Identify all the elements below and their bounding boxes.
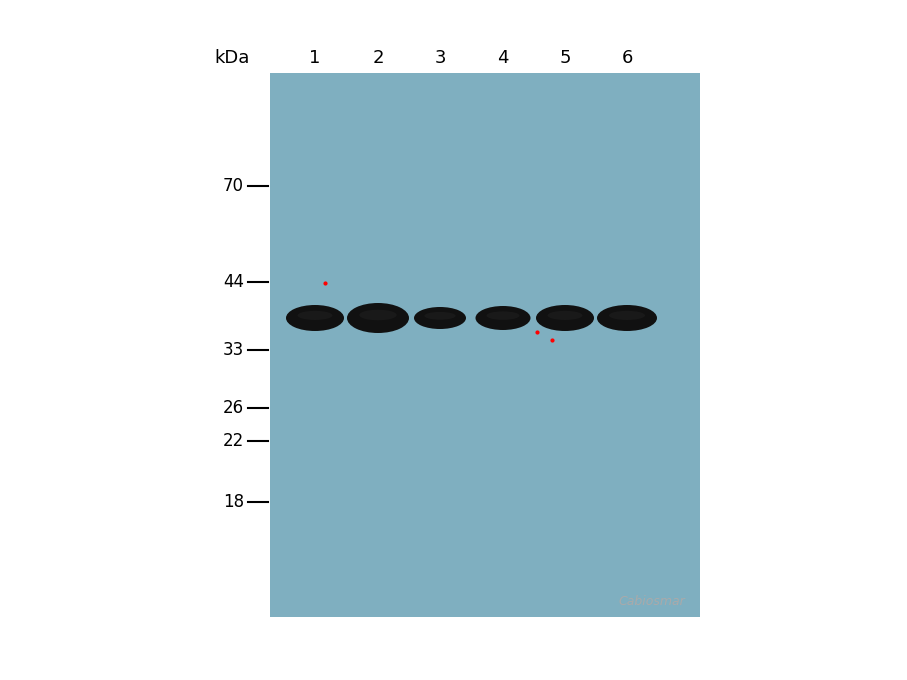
Ellipse shape: [297, 311, 332, 320]
Ellipse shape: [486, 311, 520, 320]
Text: Cabiosmar: Cabiosmar: [619, 595, 685, 608]
Text: 3: 3: [434, 49, 445, 67]
Ellipse shape: [597, 305, 657, 331]
Ellipse shape: [548, 311, 582, 320]
Text: 1: 1: [309, 49, 321, 67]
Text: 26: 26: [223, 399, 244, 417]
Text: 22: 22: [223, 432, 244, 450]
Ellipse shape: [475, 306, 531, 330]
Text: 70: 70: [223, 177, 244, 195]
Text: 2: 2: [372, 49, 384, 67]
Ellipse shape: [609, 311, 645, 320]
FancyBboxPatch shape: [270, 73, 700, 617]
Text: 18: 18: [223, 493, 244, 511]
Text: 33: 33: [223, 341, 244, 359]
Ellipse shape: [414, 307, 466, 329]
Text: kDa: kDa: [214, 49, 249, 67]
Text: 44: 44: [223, 273, 244, 291]
Ellipse shape: [536, 305, 594, 331]
Text: 4: 4: [497, 49, 509, 67]
Ellipse shape: [424, 312, 455, 320]
Ellipse shape: [347, 303, 409, 333]
Ellipse shape: [359, 310, 396, 320]
Text: 5: 5: [560, 49, 571, 67]
Text: 6: 6: [621, 49, 633, 67]
Ellipse shape: [286, 305, 344, 331]
